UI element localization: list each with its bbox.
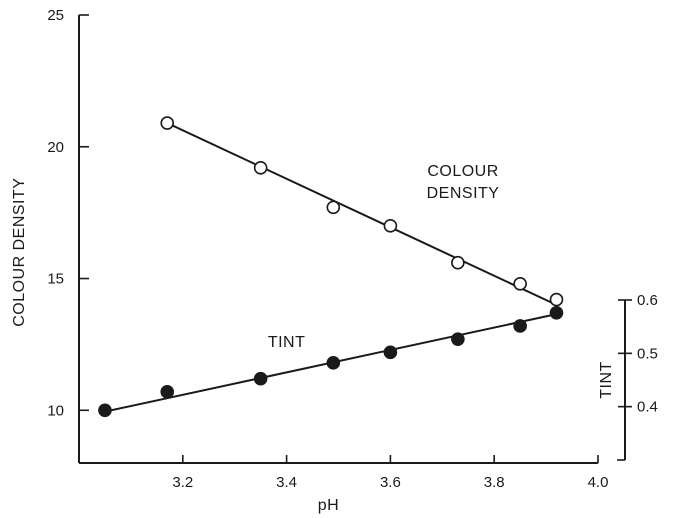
tint-point	[326, 356, 341, 370]
data-markers	[98, 116, 564, 418]
x-tick-label: 4.0	[588, 474, 609, 491]
series-label: DENSITY	[427, 185, 500, 202]
colour-density-point	[513, 276, 527, 291]
colour-density-point	[326, 200, 341, 215]
tint-point	[253, 371, 268, 386]
tint-point	[451, 332, 465, 346]
series-label: TINT	[268, 334, 306, 351]
colour-density-point	[383, 219, 398, 233]
colour-density-point	[549, 292, 564, 307]
tint-point	[160, 385, 175, 399]
chart-labels: 3.2 3.4 3.6 3.8 4.0 10 15 20 25 0.4 0.5 0.6 pH COLOUR…	[11, 7, 658, 514]
x-tick-label: 3.2	[172, 474, 193, 491]
y-axis-title: COLOUR DENSITY	[11, 178, 28, 327]
axes	[78, 14, 632, 464]
tint-point	[549, 305, 564, 320]
x-tick-label: 3.6	[380, 474, 401, 491]
x-axis-title: pH	[318, 497, 339, 514]
colour-density-point	[160, 116, 175, 130]
tint-point	[513, 319, 527, 333]
series-label: COLOUR	[427, 163, 498, 180]
fit-line-colour-density	[166, 122, 557, 306]
tint-point	[383, 345, 398, 360]
y-tick-label: 15	[47, 271, 64, 288]
y-tick-label: 10	[47, 402, 64, 419]
x-tick-label: 3.8	[484, 474, 505, 491]
y2-tick-label: 0.6	[637, 292, 658, 309]
y-tick-label: 25	[47, 7, 64, 24]
y2-axis-title: TINT	[598, 361, 615, 399]
colour-density-point	[451, 255, 465, 270]
colour-density-point	[253, 161, 268, 175]
y2-tick-label: 0.5	[637, 345, 658, 362]
x-tick-label: 3.4	[276, 474, 297, 491]
tint-point	[98, 403, 112, 418]
y-tick-label: 20	[47, 139, 64, 156]
y2-tick-label: 0.4	[637, 399, 658, 416]
